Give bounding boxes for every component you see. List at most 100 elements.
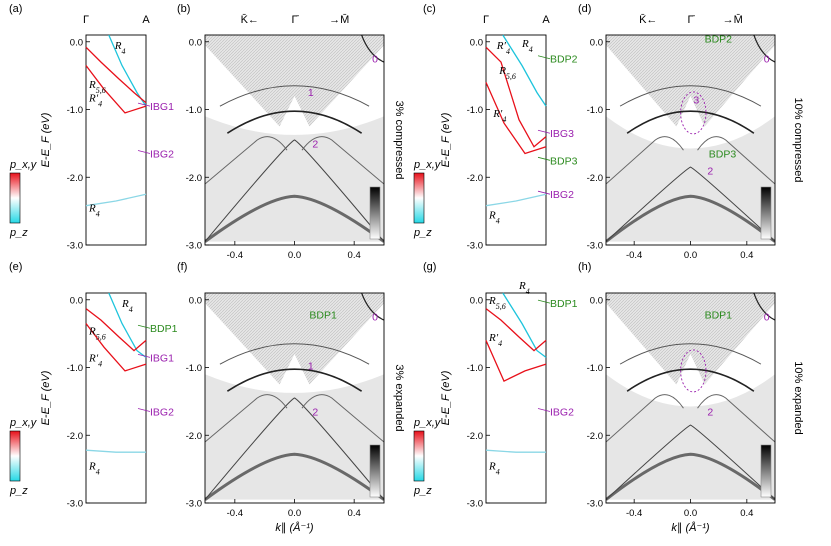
bulk-1-0-frame	[485, 34, 547, 246]
bulk-1-0-ytick-label: -2.0	[467, 173, 483, 184]
slab-1-1-surface-state-right	[697, 394, 775, 443]
slab-1-1-panel-label: (h)	[578, 261, 591, 273]
slab-0-0-panel-label: (b)	[177, 3, 190, 15]
bulk-1-0-label-pointer	[537, 190, 551, 195]
bulk-0-1-colorbar-top: p_x,y	[9, 417, 38, 429]
bulk-1-0-a-label: A	[542, 14, 550, 26]
slab-1-1-intensity-bar	[760, 444, 772, 498]
slab-1-0-upper-continuum	[606, 35, 775, 127]
bulk-0-0-level-label: R4	[114, 40, 126, 56]
bulk-1-0-level-label: R4	[488, 210, 500, 226]
slab-1-0-surface-state-mid	[626, 110, 755, 134]
slab-0-0-surface-state-mid	[226, 110, 363, 134]
slab-1-1-ytick-label: 0.0	[590, 295, 603, 306]
bulk-0-1-level-label: R4	[88, 461, 100, 477]
slab-1-0-intensity-bar	[760, 186, 772, 240]
slab-0-0-ytick-label: 0.0	[189, 37, 202, 48]
slab-1-0-kpath-right: →M̄	[723, 13, 743, 26]
bulk-0-0-gamma-label: Γ	[83, 14, 89, 26]
slab-0-1-xtick-label: 0.0	[288, 508, 301, 519]
bulk-0-0-ytick-label: -2.0	[67, 173, 83, 184]
slab-0-1-annot-1: 1	[308, 360, 314, 372]
slab-0-1-annot-bdp1: BDP1	[309, 310, 337, 322]
slab-0-0-kpath-left: K̄←	[241, 13, 259, 26]
slab-1-1-ytick-label: -1.0	[587, 363, 603, 374]
bulk-0-0-level-label: R′4	[88, 92, 102, 108]
slab-0-1-xtick-label: -0.4	[227, 508, 243, 519]
slab-1-1-annot-0: 0	[764, 312, 770, 324]
bulk-1-1-level-label: R4	[518, 280, 530, 296]
slab-0-0-ytick-label: -3.0	[186, 241, 202, 252]
slab-1-0-annot-0: 0	[764, 54, 770, 66]
bulk-1-0-ylabel: E-E_F (eV)	[440, 112, 452, 167]
slab-1-1-xlabel: k∥ (Å⁻¹)	[671, 521, 710, 534]
slab-0-0-ytick-label: -2.0	[186, 173, 202, 184]
bulk-1-0-label-bdp2: BDP2	[550, 54, 578, 66]
bulk-1-0-gamma-label: Γ	[483, 14, 489, 26]
bulk-0-1-band-r56	[85, 308, 147, 352]
bulk-0-0-colorbar	[9, 172, 21, 224]
bulk-1-0-band-r4-low	[485, 193, 547, 207]
slab-1-1-xtick-label: 0.4	[740, 508, 753, 519]
slab-0-0-xtick-label: 0.0	[288, 250, 301, 261]
bulk-1-0-label-bdp3: BDP3	[550, 155, 578, 167]
slab-1-0-annot-3: 3	[693, 94, 699, 106]
slab-0-0-annot-1: 1	[308, 87, 314, 99]
bulk-0-0-level-label: R5,6	[88, 79, 106, 95]
slab-0-0-intensity-bar	[369, 186, 381, 240]
slab-1-1-ytick-label: -2.0	[587, 431, 603, 442]
bulk-1-1-colorbar	[413, 430, 425, 482]
bulk-1-0-band-r4-cyan	[502, 34, 547, 107]
slab-0-1-surface-state-zero	[361, 293, 384, 321]
slab-0-1-ytick-label: -3.0	[186, 499, 202, 510]
bulk-1-1-ytick-label: -1.0	[467, 363, 483, 374]
bulk-1-1-label-pointer	[537, 299, 551, 304]
bulk-0-1-ytick-label: -2.0	[67, 431, 83, 442]
slab-1-0-lower-edge	[606, 194, 775, 243]
slab-1-1-lower-edge	[606, 452, 775, 501]
bulk-1-1-panel-label: (g)	[423, 261, 436, 273]
bulk-0-1-label-bdp1: BDP1	[150, 323, 178, 335]
bulk-1-0-level-label: R′4	[492, 108, 506, 124]
slab-0-0-annot-2: 2	[312, 138, 318, 150]
slab-0-0-dirac-cone	[205, 139, 384, 242]
slab-1-1-annot-2: 2	[707, 407, 713, 419]
slab-0-1-surface-state-right	[301, 394, 384, 443]
bulk-0-0-ytick-label: -3.0	[67, 241, 83, 252]
slab-1-0-annot-2: 2	[707, 165, 713, 177]
slab-0-0-ytick-label: -1.0	[186, 105, 202, 116]
slab-0-0-surface-state-zero	[361, 35, 384, 63]
slab-0-0-surface-state-left	[205, 136, 288, 185]
bulk-0-0-band-r4prime	[85, 65, 147, 114]
bulk-1-0-label-ibg3: IBG3	[550, 128, 574, 140]
bulk-0-1-band-r4-cyan	[108, 292, 147, 358]
bulk-1-1-colorbar-top: p_x,y	[413, 417, 442, 429]
bulk-1-1-level-label: R5,6	[488, 295, 506, 311]
slab-1-1-surface-state-left	[606, 394, 684, 443]
slab-0-0-bulk-continuum	[205, 116, 384, 242]
bulk-0-1-ytick-label: -3.0	[67, 499, 83, 510]
bulk-0-0-ytick-label: 0.0	[70, 37, 83, 48]
bulk-0-0-band-r56	[85, 46, 147, 104]
slab-1-1-dirac-cone	[606, 424, 775, 500]
slab-0-1-surface-state-mid	[226, 368, 363, 392]
bulk-1-0-level-label: R4	[521, 38, 533, 54]
bulk-1-0-level-label: R′4	[496, 40, 510, 56]
slab-1-0-gap-ellipse	[680, 91, 707, 135]
bulk-1-1-level-label: R′4	[488, 332, 502, 348]
bulk-1-0-label-pointer	[537, 55, 551, 60]
slab-0-1-lower-edge	[205, 452, 384, 501]
bulk-1-0-band-r4prime	[485, 82, 547, 155]
slab-1-1-spectrum	[606, 293, 775, 501]
bulk-0-0-level-label: R4	[88, 203, 100, 219]
slab-1-0-kpath-center: Γ̄	[687, 14, 695, 26]
slab-1-0-bulk-continuum	[606, 116, 775, 242]
slab-0-0-xtick-label: 0.4	[348, 250, 361, 261]
bulk-0-0-colorbar-top: p_x,y	[9, 159, 38, 171]
slab-1-1-surface-state-upper	[619, 343, 762, 365]
bulk-1-1-label-ibg2: IBG2	[550, 407, 574, 419]
slab-0-1-upper-continuum	[205, 293, 384, 385]
slab-1-0-dirac-cone	[606, 166, 775, 242]
bulk-0-1-colorbar-bottom: p_z	[9, 485, 28, 497]
slab-0-1-xtick-label: 0.4	[348, 508, 361, 519]
